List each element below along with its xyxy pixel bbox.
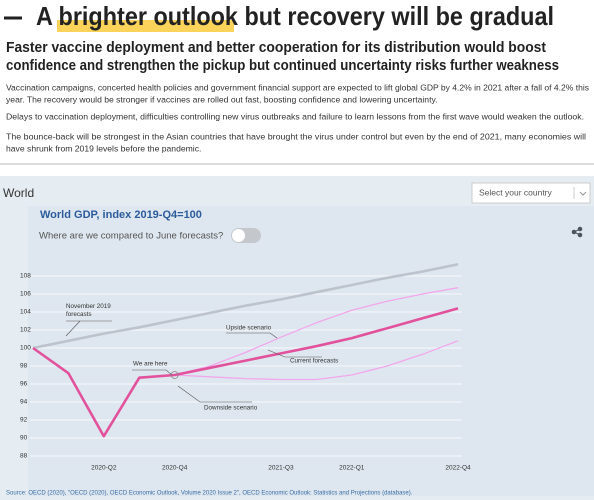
x-tick-label: 2022-Q4 [445,465,471,472]
region-label: World [3,186,34,200]
leader-line [65,320,81,337]
y-tick-label: 106 [20,291,31,298]
annotation: We are here [133,361,168,368]
paragraph-line: Vaccination campaigns, concerted health … [6,82,589,92]
y-tick-label: 96 [20,381,28,388]
x-tick-label: 2020-Q2 [91,465,117,472]
y-tick-label: 94 [20,399,28,406]
paragraph-line: year. The recovery would be stronger if … [6,94,438,104]
y-tick-label: 98 [20,363,28,370]
annotation: Downside scenario [204,405,258,412]
chart-panel [28,206,594,496]
y-tick-label: 92 [20,417,28,424]
country-select[interactable]: Select your country [471,182,591,204]
x-tick-label: 2021-Q3 [268,465,294,472]
chart-title: World GDP, index 2019-Q4=100 [40,209,202,221]
select-placeholder[interactable]: Select your country [479,187,553,197]
title-highlight [57,20,234,32]
share-icon[interactable] [571,226,583,238]
series-line [32,263,459,350]
toggle[interactable] [231,228,261,243]
title-part: but recovery will be gradual [244,1,554,31]
y-tick-label: 108 [20,273,31,280]
annotation: Current forecasts [290,358,338,365]
y-tick-label: 104 [20,309,31,316]
paragraph-line: Delays to vaccination deployment, diffic… [6,111,584,121]
paragraph-line: have shrunk from 2019 levels before the … [6,143,201,153]
leader-line [267,349,322,358]
y-tick-label: 90 [20,435,28,442]
page-title: A brighter outlook but recovery will be … [36,1,554,31]
subtitle: confidence and strengthen the pickup but… [6,57,559,74]
y-tick-label: 102 [20,327,31,334]
annotation-box: November 2019 forecasts [66,303,111,318]
y-tick-label: 88 [20,453,28,460]
paragraph-line: The bounce-back will be strongest in the… [6,131,586,141]
leader-line [226,332,278,339]
series-line [174,340,459,381]
select-box[interactable] [471,182,591,204]
y-tick-label: 100 [20,345,31,352]
title-part: A [36,1,53,31]
x-tick-label: 2020-Q4 [162,465,188,472]
toggle-label: Where are we compared to June forecasts? [39,231,223,242]
share-lines[interactable] [572,228,581,236]
select-arrow [579,191,587,196]
title-part: brighter outlook [59,1,239,31]
source: Source: OECD (2020), "OECD (2020), OECD … [6,491,413,497]
annotation: Upside scenario [226,325,272,332]
x-tick-label: 2022-Q1 [339,465,365,472]
subtitle: Faster vaccine deployment and better coo… [6,39,546,56]
toggle-knob[interactable] [232,229,245,242]
here-marker [170,371,179,379]
leader-line [177,385,252,403]
series-line [174,287,459,376]
leader-line [132,369,173,376]
series-line [32,307,459,438]
annotation: November 2019 forecasts [66,303,111,318]
